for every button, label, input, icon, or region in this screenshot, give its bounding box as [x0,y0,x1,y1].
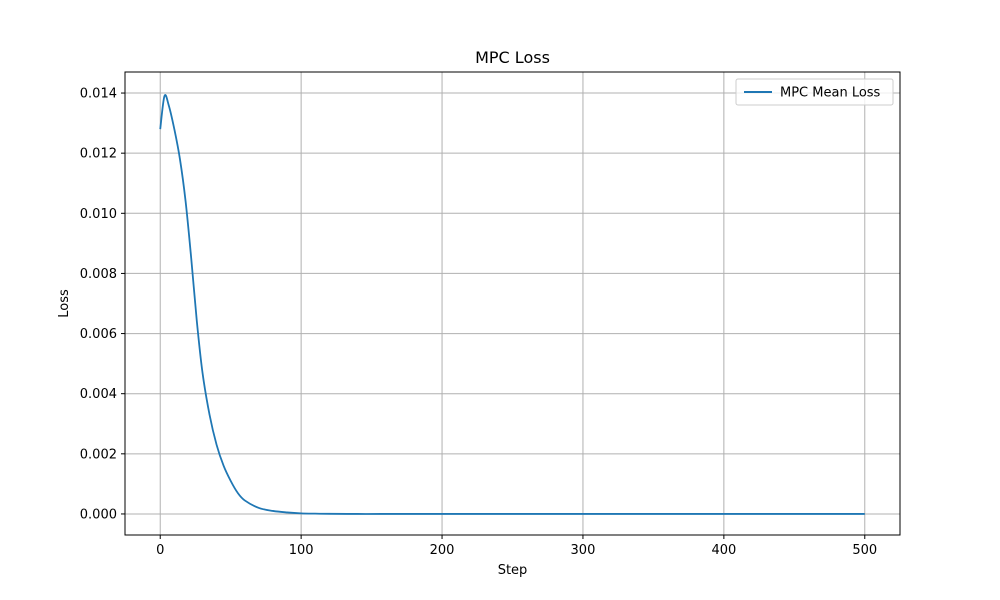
y-tick-label: 0.006 [80,327,117,342]
grid [125,72,900,535]
y-tick-label: 0.012 [80,147,117,162]
plot-frame [124,71,901,536]
y-tick-label: 0.002 [80,447,117,462]
x-tick-label: 400 [711,543,736,558]
legend-box [735,78,894,106]
chart-title: MPC Loss [475,48,550,67]
y-tick-label: 0.000 [80,507,117,522]
legend: MPC Mean Loss [735,78,894,106]
series-line-mpc-mean-loss [159,94,865,515]
series-layer [159,94,865,515]
ticks: 0 100 200 300 400 500 0.000 0.002 0.004 0.006 0.00… [80,87,877,558]
x-tick-label: 300 [571,543,596,558]
y-tick-label: 0.014 [80,87,117,102]
x-tick-label: 100 [289,543,314,558]
y-tick-label: 0.004 [80,387,117,402]
x-tick-label: 500 [852,543,877,558]
y-tick-label: 0.008 [80,267,117,282]
x-tick-label: 200 [430,543,455,558]
x-axis-title: Step [498,563,528,578]
x-tick-label: 0 [156,543,164,558]
y-tick-label: 0.010 [80,207,117,222]
legend-label-mpc-mean-loss: MPC Mean Loss [780,86,881,101]
y-axis-title: Loss [57,289,72,318]
